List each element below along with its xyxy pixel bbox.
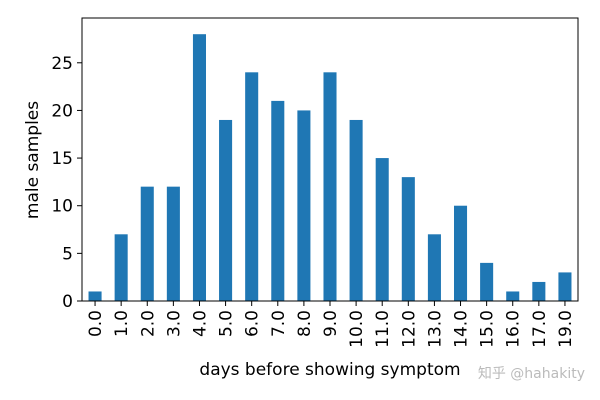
bar <box>245 72 259 301</box>
x-tick-label: 14.0 <box>452 310 472 348</box>
x-tick-label: 19.0 <box>556 310 576 348</box>
bar <box>192 34 206 301</box>
x-tick-label: 6.0 <box>243 310 263 337</box>
y-tick-label: 0 <box>62 292 73 312</box>
bar <box>401 177 415 301</box>
x-tick-label: 4.0 <box>190 310 210 337</box>
x-tick-label: 2.0 <box>138 310 158 337</box>
x-tick-label: 10.0 <box>347 310 367 348</box>
x-tick-label: 7.0 <box>269 310 289 337</box>
watermark: 知乎 @hahakity <box>478 365 585 382</box>
y-tick-label: 10 <box>51 197 73 217</box>
x-tick-label: 15.0 <box>478 310 498 348</box>
x-tick-label: 13.0 <box>425 310 445 348</box>
bar <box>532 281 546 301</box>
x-tick-label: 16.0 <box>504 310 524 348</box>
x-tick-label: 9.0 <box>321 310 341 337</box>
bar <box>480 262 494 301</box>
x-tick-label: 17.0 <box>530 310 550 348</box>
x-tick-label: 5.0 <box>217 310 237 337</box>
bar <box>88 291 102 301</box>
bar <box>140 186 154 301</box>
x-tick-label: 12.0 <box>399 310 419 348</box>
bar <box>114 234 128 301</box>
bar <box>166 186 180 301</box>
bar <box>558 272 572 301</box>
x-tick-label: 1.0 <box>112 310 132 337</box>
y-tick-label: 20 <box>51 101 73 121</box>
bar <box>375 158 389 301</box>
x-axis-label: days before showing symptom <box>199 360 460 380</box>
bar <box>323 72 337 301</box>
x-tick-label: 8.0 <box>295 310 315 337</box>
plot-frame <box>81 17 579 302</box>
y-tick-label: 5 <box>62 244 73 264</box>
bar <box>427 234 441 301</box>
bar <box>506 291 520 301</box>
y-tick-label: 25 <box>51 54 73 74</box>
bar <box>297 110 311 301</box>
bar <box>349 119 363 301</box>
bar <box>219 119 233 301</box>
y-axis-label: male samples <box>23 101 43 219</box>
bar <box>271 100 285 301</box>
x-tick-label: 0.0 <box>86 310 106 337</box>
bar <box>454 205 468 301</box>
x-tick-label: 11.0 <box>373 310 393 348</box>
x-tick-label: 3.0 <box>164 310 184 337</box>
y-tick-label: 15 <box>51 149 73 169</box>
